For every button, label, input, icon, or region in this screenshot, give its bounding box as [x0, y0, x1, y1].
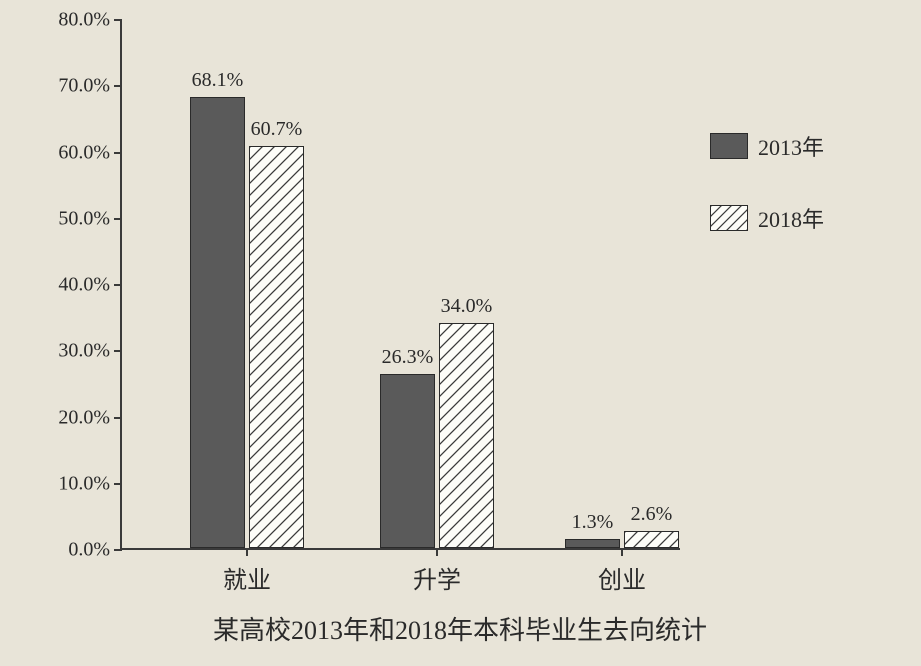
bar-y2013-further: 26.3% [380, 374, 435, 548]
bar-y2013-employment: 68.1% [190, 97, 245, 548]
bar-y2018-further: 34.0% [439, 323, 494, 548]
legend-item-2013: 2013年 [710, 130, 824, 162]
legend-swatch-solid [710, 133, 748, 159]
x-axis-label: 就业 [223, 560, 271, 595]
chart-caption: 某高校2013年和2018年本科毕业生去向统计 [30, 610, 890, 647]
x-tick [436, 548, 438, 556]
bar-y2013-startup: 1.3% [565, 539, 620, 548]
y-axis-label: 30.0% [58, 340, 122, 363]
legend-item-2018: 2018年 [710, 202, 824, 234]
bar-group-employment: 68.1%60.7% [190, 97, 304, 548]
bar-group-further: 26.3%34.0% [380, 323, 494, 548]
y-axis-label: 50.0% [58, 207, 122, 230]
legend-label: 2013年 [758, 130, 824, 162]
bar-value-label: 60.7% [251, 118, 303, 141]
legend-label: 2018年 [758, 202, 824, 234]
legend-swatch-hatch [710, 205, 748, 231]
y-axis-label: 20.0% [58, 406, 122, 429]
y-axis-label: 60.0% [58, 141, 122, 164]
caption-text: 某高校2013年和2018年本科毕业生去向统计 [213, 616, 707, 645]
bar-y2018-employment: 60.7% [249, 146, 304, 548]
bar-group-startup: 1.3% 2.6% [565, 531, 679, 548]
y-axis-label: 0.0% [68, 539, 122, 562]
x-axis-label: 升学 [413, 560, 461, 595]
x-axis-label: 创业 [598, 560, 646, 595]
bar-value-label: 26.3% [382, 346, 434, 369]
y-axis-label: 80.0% [58, 9, 122, 32]
x-tick [621, 548, 623, 556]
bar-value-label: 68.1% [192, 69, 244, 92]
y-axis-label: 40.0% [58, 274, 122, 297]
bar-value-label: 34.0% [441, 295, 493, 318]
bar-y2018-startup: 2.6% [624, 531, 679, 548]
bar-value-label: 2.6% [631, 503, 673, 526]
y-axis-label: 10.0% [58, 472, 122, 495]
x-tick [246, 548, 248, 556]
bar-value-label: 1.3% [572, 511, 614, 534]
legend: 2013年 2018年 [710, 130, 824, 274]
y-axis-label: 70.0% [58, 75, 122, 98]
plot-area: 0.0%10.0%20.0%30.0%40.0%50.0%60.0%70.0%8… [120, 20, 680, 550]
chart-container: 0.0% 10.0% 20.0% 30.0% 40.0% 50.0% 60.0% 70.0% 8… [30, 10, 890, 650]
